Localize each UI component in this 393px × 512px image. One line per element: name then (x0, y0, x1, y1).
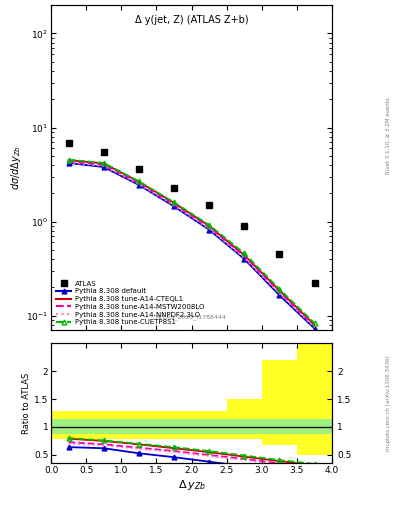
Pythia 8.308 tune-CUETP8S1 (172, 199, 176, 205)
Y-axis label: Ratio to ATLAS: Ratio to ATLAS (22, 373, 31, 434)
Pythia 8.308 tune-A14-CTEQL1 (242, 252, 247, 258)
ATLAS (66, 140, 71, 146)
Pythia 8.308 tune-A14-CTEQL1 (207, 223, 211, 229)
Pythia 8.308 tune-CUETP8S1 (312, 320, 317, 326)
Text: mcplots.cern.ch [arXiv:1306.3436]: mcplots.cern.ch [arXiv:1306.3436] (386, 355, 391, 451)
Pythia 8.308 tune-A14-MSTW2008LO (66, 158, 71, 164)
Pythia 8.308 tune-CUETP8S1 (277, 286, 282, 292)
Text: Δ y(jet, Z) (ATLAS Z+b): Δ y(jet, Z) (ATLAS Z+b) (135, 15, 248, 25)
Y-axis label: $d\sigma/d\Delta y_{Zb}$: $d\sigma/d\Delta y_{Zb}$ (9, 145, 23, 190)
Pythia 8.308 tune-A14-NNPDF2.3LO (66, 159, 71, 165)
Pythia 8.308 tune-A14-MSTW2008LO (101, 162, 106, 168)
Pythia 8.308 default (136, 182, 141, 188)
Line: Pythia 8.308 tune-A14-NNPDF2.3LO: Pythia 8.308 tune-A14-NNPDF2.3LO (69, 162, 314, 327)
Pythia 8.308 tune-A14-CTEQL1 (101, 160, 106, 166)
ATLAS (242, 223, 247, 229)
Pythia 8.308 default (66, 160, 71, 166)
Line: ATLAS: ATLAS (66, 140, 318, 287)
Pythia 8.308 tune-A14-MSTW2008LO (136, 180, 141, 186)
Line: Pythia 8.308 tune-A14-CTEQL1: Pythia 8.308 tune-A14-CTEQL1 (69, 160, 314, 325)
Pythia 8.308 tune-A14-CTEQL1 (136, 179, 141, 185)
Pythia 8.308 tune-CUETP8S1 (242, 250, 247, 257)
Pythia 8.308 tune-CUETP8S1 (66, 157, 71, 163)
Pythia 8.308 tune-A14-CTEQL1 (312, 322, 317, 328)
ATLAS (277, 251, 282, 258)
Pythia 8.308 tune-A14-CTEQL1 (66, 157, 71, 163)
ATLAS (136, 166, 141, 173)
Pythia 8.308 tune-A14-NNPDF2.3LO (277, 290, 282, 296)
Pythia 8.308 tune-A14-NNPDF2.3LO (172, 203, 176, 209)
Pythia 8.308 tune-A14-MSTW2008LO (242, 253, 247, 259)
Pythia 8.308 tune-A14-NNPDF2.3LO (242, 255, 247, 261)
ATLAS (207, 202, 211, 208)
Text: ATLAS_2020_I1788444: ATLAS_2020_I1788444 (156, 315, 227, 321)
X-axis label: $\Delta\,y_{Zb}$: $\Delta\,y_{Zb}$ (178, 478, 206, 492)
Pythia 8.308 tune-A14-MSTW2008LO (172, 201, 176, 207)
Line: Pythia 8.308 tune-CUETP8S1: Pythia 8.308 tune-CUETP8S1 (66, 157, 317, 326)
Pythia 8.308 tune-CUETP8S1 (136, 178, 141, 184)
Pythia 8.308 tune-A14-CTEQL1 (277, 287, 282, 293)
Pythia 8.308 tune-A14-MSTW2008LO (277, 289, 282, 295)
Pythia 8.308 tune-CUETP8S1 (207, 222, 211, 228)
Legend: ATLAS, Pythia 8.308 default, Pythia 8.308 tune-A14-CTEQL1, Pythia 8.308 tune-A14: ATLAS, Pythia 8.308 default, Pythia 8.30… (55, 280, 206, 327)
Line: Pythia 8.308 default: Pythia 8.308 default (66, 161, 317, 331)
Pythia 8.308 default (242, 256, 247, 262)
Pythia 8.308 default (101, 164, 106, 170)
Text: Rivet 3.1.10, ≥ 3.2M events: Rivet 3.1.10, ≥ 3.2M events (386, 97, 391, 174)
Line: Pythia 8.308 tune-A14-MSTW2008LO: Pythia 8.308 tune-A14-MSTW2008LO (69, 161, 314, 326)
Pythia 8.308 default (207, 227, 211, 233)
Pythia 8.308 tune-CUETP8S1 (101, 160, 106, 166)
Pythia 8.308 tune-A14-NNPDF2.3LO (101, 163, 106, 169)
Pythia 8.308 tune-A14-NNPDF2.3LO (136, 181, 141, 187)
ATLAS (312, 281, 317, 287)
Pythia 8.308 default (172, 203, 176, 209)
Pythia 8.308 tune-A14-NNPDF2.3LO (312, 324, 317, 330)
Pythia 8.308 default (277, 292, 282, 298)
ATLAS (101, 149, 106, 155)
Pythia 8.308 tune-A14-MSTW2008LO (207, 224, 211, 230)
Pythia 8.308 tune-A14-CTEQL1 (172, 200, 176, 206)
Pythia 8.308 tune-A14-MSTW2008LO (312, 323, 317, 329)
Pythia 8.308 default (312, 326, 317, 332)
ATLAS (172, 184, 176, 190)
Pythia 8.308 tune-A14-NNPDF2.3LO (207, 226, 211, 232)
